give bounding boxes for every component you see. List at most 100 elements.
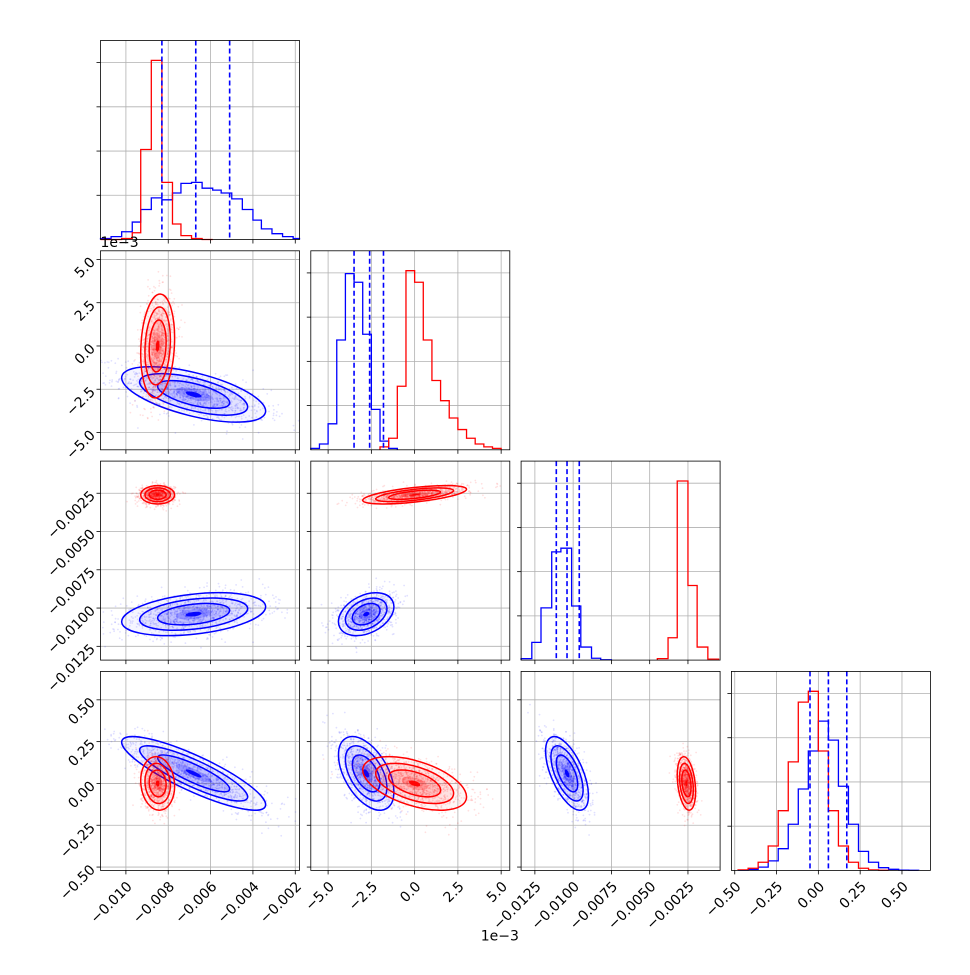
sample-point: [102, 627, 104, 629]
sample-point: [162, 507, 164, 509]
sample-point: [196, 637, 198, 639]
y-tick-label: −5.0: [63, 427, 98, 462]
sample-point: [137, 329, 139, 331]
sample-point: [187, 590, 189, 592]
sample-point: [392, 592, 394, 594]
sample-point: [278, 603, 280, 605]
sample-point: [170, 508, 172, 510]
sample-point: [127, 635, 129, 637]
sample-point: [140, 391, 142, 393]
sample-point: [321, 604, 323, 606]
sample-point: [389, 581, 391, 583]
sample-point: [273, 611, 275, 613]
sample-point: [178, 336, 180, 338]
sample-point: [166, 505, 168, 507]
sample-point: [134, 359, 136, 361]
sample-point: [379, 586, 381, 588]
axes-frame: [101, 41, 300, 240]
axes-frame: [311, 251, 510, 450]
sample-point: [152, 406, 154, 408]
sample-point: [150, 408, 152, 410]
sample-point: [154, 290, 156, 292]
sample-point: [156, 639, 158, 641]
sample-point: [242, 379, 244, 381]
sample-point: [263, 618, 265, 620]
sample-point: [273, 409, 275, 411]
sample-point: [144, 502, 146, 504]
sample-point: [162, 281, 164, 283]
sample-point: [147, 300, 149, 302]
sample-point: [172, 369, 174, 371]
sample-point: [166, 396, 168, 398]
sample-point: [262, 584, 264, 586]
sample-point: [173, 313, 175, 315]
sample-point: [122, 597, 124, 599]
sample-point: [140, 500, 142, 502]
sample-point: [376, 635, 378, 637]
sample-point: [270, 390, 272, 392]
sample-point: [117, 629, 119, 631]
sample-point: [171, 305, 173, 307]
sample-point: [166, 407, 168, 409]
sample-point: [118, 398, 120, 400]
sample-point: [140, 383, 142, 385]
sample-point: [233, 589, 235, 591]
sample-point: [142, 396, 144, 398]
sample-point: [135, 503, 137, 505]
sample-point: [260, 595, 262, 597]
sample-point: [180, 319, 182, 321]
sample-point: [360, 642, 362, 644]
sample-point: [276, 411, 278, 413]
sample-point: [224, 587, 226, 589]
sample-point: [258, 578, 260, 580]
sample-point: [268, 411, 270, 413]
sample-point: [103, 621, 105, 623]
sample-point: [223, 375, 225, 377]
sample-point: [214, 633, 216, 635]
sample-point: [173, 486, 175, 488]
sample-point: [150, 412, 152, 414]
sample-point: [258, 396, 260, 398]
sample-point: [169, 383, 171, 385]
sample-point: [138, 338, 140, 340]
sample-point: [171, 292, 173, 294]
sample-point: [139, 312, 141, 314]
sample-point: [161, 587, 163, 589]
sample-point: [178, 358, 180, 360]
sample-point: [119, 637, 121, 639]
sample-point: [367, 640, 369, 642]
sample-point: [162, 406, 164, 408]
sample-point: [111, 385, 113, 387]
sample-point: [136, 405, 138, 407]
sample-point: [255, 624, 257, 626]
sample-point: [163, 410, 165, 412]
sample-point: [140, 414, 142, 416]
sample-point: [276, 415, 278, 417]
sample-point: [170, 289, 172, 291]
sample-point: [163, 482, 165, 484]
sample-point: [147, 279, 149, 281]
sample-point: [153, 286, 155, 288]
sample-point: [329, 620, 331, 622]
sample-point: [273, 413, 275, 415]
sample-point: [286, 609, 288, 611]
sample-point: [375, 577, 377, 579]
sample-point: [117, 618, 119, 620]
sample-point: [155, 401, 157, 403]
sample-point: [268, 610, 270, 612]
sample-point: [396, 594, 398, 596]
sample-point: [333, 635, 335, 637]
sample-point: [284, 617, 286, 619]
sample-point: [120, 603, 122, 605]
sample-point: [381, 588, 383, 590]
sample-point: [168, 389, 170, 391]
sample-point: [293, 429, 295, 431]
sample-point: [395, 599, 397, 601]
sample-point: [268, 601, 270, 603]
sample-point: [244, 426, 246, 428]
sample-point: [137, 375, 139, 377]
sample-point: [111, 610, 113, 612]
sample-point: [378, 635, 380, 637]
sample-point: [108, 367, 110, 369]
sample-point: [125, 361, 127, 363]
